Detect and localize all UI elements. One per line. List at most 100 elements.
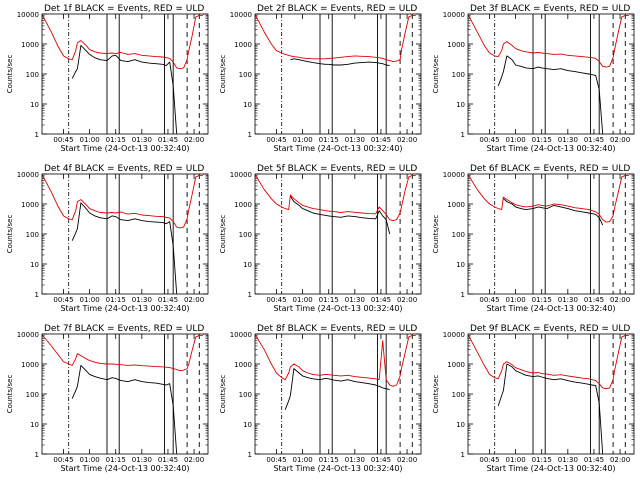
y-tick-label: 100 bbox=[239, 71, 252, 79]
x-axis-label: Start Time (24-Oct-13 00:32:40) bbox=[486, 304, 615, 313]
y-tick-label: 1000 bbox=[21, 361, 39, 369]
x-tick-label: 01:00 bbox=[506, 136, 526, 144]
y-axis-label: Counts/sec bbox=[432, 55, 440, 94]
x-tick-label: 01:30 bbox=[558, 136, 578, 144]
chart-title: Det 7f BLACK = Events, RED = ULD bbox=[44, 324, 204, 334]
x-tick-label: 00:45 bbox=[266, 296, 286, 304]
x-tick-label: 00:45 bbox=[479, 296, 499, 304]
x-axis-label: Start Time (24-Oct-13 00:32:40) bbox=[273, 144, 402, 153]
x-tick-label: 02:00 bbox=[610, 296, 630, 304]
x-axis-label: Start Time (24-Oct-13 00:32:40) bbox=[273, 464, 402, 473]
x-tick-label: 02:00 bbox=[184, 136, 204, 144]
series-line-uld bbox=[255, 14, 416, 63]
series-line-uld bbox=[42, 174, 203, 229]
plot-frame bbox=[467, 173, 635, 295]
plot-frame bbox=[467, 13, 635, 135]
chart-title: Det 1f BLACK = Events, RED = ULD bbox=[44, 4, 204, 14]
chart-panel-9: Det 9f BLACK = Events, RED = ULD Counts/s… bbox=[432, 324, 635, 473]
y-tick-label: 1 bbox=[248, 291, 252, 299]
x-tick-label: 01:30 bbox=[558, 456, 578, 464]
chart-title: Det 6f BLACK = Events, RED = ULD bbox=[470, 164, 630, 174]
plot-frame bbox=[467, 333, 635, 455]
series-line-events bbox=[71, 202, 178, 295]
chart-panel-3: Det 3f BLACK = Events, RED = ULD Counts/s… bbox=[432, 4, 635, 153]
chart-panel-5: Det 5f BLACK = Events, RED = ULD Counts/s… bbox=[219, 164, 422, 313]
x-tick-label: 00:45 bbox=[266, 136, 286, 144]
series-line-uld bbox=[468, 174, 629, 223]
x-tick-label: 01:45 bbox=[371, 136, 391, 144]
y-tick-label: 10 bbox=[30, 421, 39, 429]
y-tick-label: 100 bbox=[26, 71, 39, 79]
y-tick-label: 10 bbox=[30, 261, 39, 269]
x-tick-label: 01:00 bbox=[293, 456, 313, 464]
x-tick-label: 01:45 bbox=[584, 136, 604, 144]
x-tick-label: 01:15 bbox=[532, 136, 552, 144]
x-tick-label: 01:00 bbox=[506, 296, 526, 304]
x-tick-label: 02:00 bbox=[184, 296, 204, 304]
series-line-uld bbox=[255, 174, 416, 222]
chart-panel-8: Det 8f BLACK = Events, RED = ULD Counts/s… bbox=[219, 324, 422, 473]
y-axis-label: Counts/sec bbox=[219, 215, 227, 254]
y-axis-label: Counts/sec bbox=[219, 375, 227, 414]
y-tick-label: 1000 bbox=[234, 41, 252, 49]
y-tick-label: 10000 bbox=[230, 11, 252, 19]
chart-title: Det 8f BLACK = Events, RED = ULD bbox=[257, 324, 417, 334]
chart-title: Det 4f BLACK = Events, RED = ULD bbox=[44, 164, 204, 174]
x-tick-label: 01:45 bbox=[158, 296, 178, 304]
y-axis-label: Counts/sec bbox=[6, 55, 14, 94]
y-tick-label: 1000 bbox=[234, 201, 252, 209]
chart-panel-7: Det 7f BLACK = Events, RED = ULD Counts/s… bbox=[6, 324, 209, 473]
x-tick-label: 01:15 bbox=[532, 296, 552, 304]
chart-panel-1: Det 1f BLACK = Events, RED = ULD Counts/s… bbox=[6, 4, 209, 153]
x-axis-label: Start Time (24-Oct-13 00:32:40) bbox=[60, 304, 189, 313]
x-tick-label: 01:30 bbox=[345, 296, 365, 304]
x-tick-label: 01:30 bbox=[345, 136, 365, 144]
x-tick-label: 02:00 bbox=[397, 136, 417, 144]
y-tick-label: 100 bbox=[239, 231, 252, 239]
x-tick-label: 00:45 bbox=[53, 456, 73, 464]
y-tick-label: 10 bbox=[456, 101, 465, 109]
series-line-uld bbox=[468, 14, 629, 68]
y-tick-label: 100 bbox=[452, 71, 465, 79]
x-tick-label: 01:15 bbox=[106, 456, 126, 464]
y-tick-label: 100 bbox=[452, 231, 465, 239]
y-tick-label: 100 bbox=[239, 391, 252, 399]
x-tick-label: 01:30 bbox=[132, 456, 152, 464]
y-tick-label: 1000 bbox=[21, 41, 39, 49]
y-tick-label: 100 bbox=[452, 391, 465, 399]
y-tick-label: 1000 bbox=[447, 201, 465, 209]
x-tick-label: 00:45 bbox=[479, 136, 499, 144]
x-tick-label: 01:45 bbox=[371, 296, 391, 304]
y-tick-label: 100 bbox=[26, 391, 39, 399]
y-tick-label: 10000 bbox=[230, 331, 252, 339]
plot-frame bbox=[254, 173, 422, 295]
x-tick-label: 02:00 bbox=[610, 456, 630, 464]
y-tick-label: 10000 bbox=[443, 331, 465, 339]
x-tick-label: 01:45 bbox=[371, 456, 391, 464]
series-line-uld bbox=[42, 14, 203, 70]
y-tick-label: 1 bbox=[461, 131, 465, 139]
x-tick-label: 01:30 bbox=[558, 296, 578, 304]
series-line-events bbox=[71, 364, 178, 455]
series-line-uld bbox=[468, 334, 629, 390]
x-tick-label: 01:45 bbox=[158, 456, 178, 464]
x-tick-label: 01:45 bbox=[158, 136, 178, 144]
plot-frame bbox=[41, 13, 209, 135]
x-tick-label: 00:45 bbox=[53, 136, 73, 144]
x-tick-label: 01:15 bbox=[319, 136, 339, 144]
x-axis-label: Start Time (24-Oct-13 00:32:40) bbox=[60, 464, 189, 473]
chart-title: Det 5f BLACK = Events, RED = ULD bbox=[257, 164, 417, 174]
y-tick-label: 10 bbox=[456, 261, 465, 269]
y-tick-label: 1000 bbox=[447, 361, 465, 369]
y-tick-label: 10 bbox=[243, 421, 252, 429]
y-tick-label: 10000 bbox=[443, 11, 465, 19]
x-tick-label: 01:15 bbox=[319, 456, 339, 464]
x-tick-label: 02:00 bbox=[184, 456, 204, 464]
x-axis-label: Start Time (24-Oct-13 00:32:40) bbox=[486, 144, 615, 153]
plot-frame bbox=[41, 173, 209, 295]
y-axis-label: Counts/sec bbox=[432, 215, 440, 254]
x-tick-label: 00:45 bbox=[266, 456, 286, 464]
x-axis-label: Start Time (24-Oct-13 00:32:40) bbox=[486, 464, 615, 473]
x-tick-label: 01:15 bbox=[106, 136, 126, 144]
